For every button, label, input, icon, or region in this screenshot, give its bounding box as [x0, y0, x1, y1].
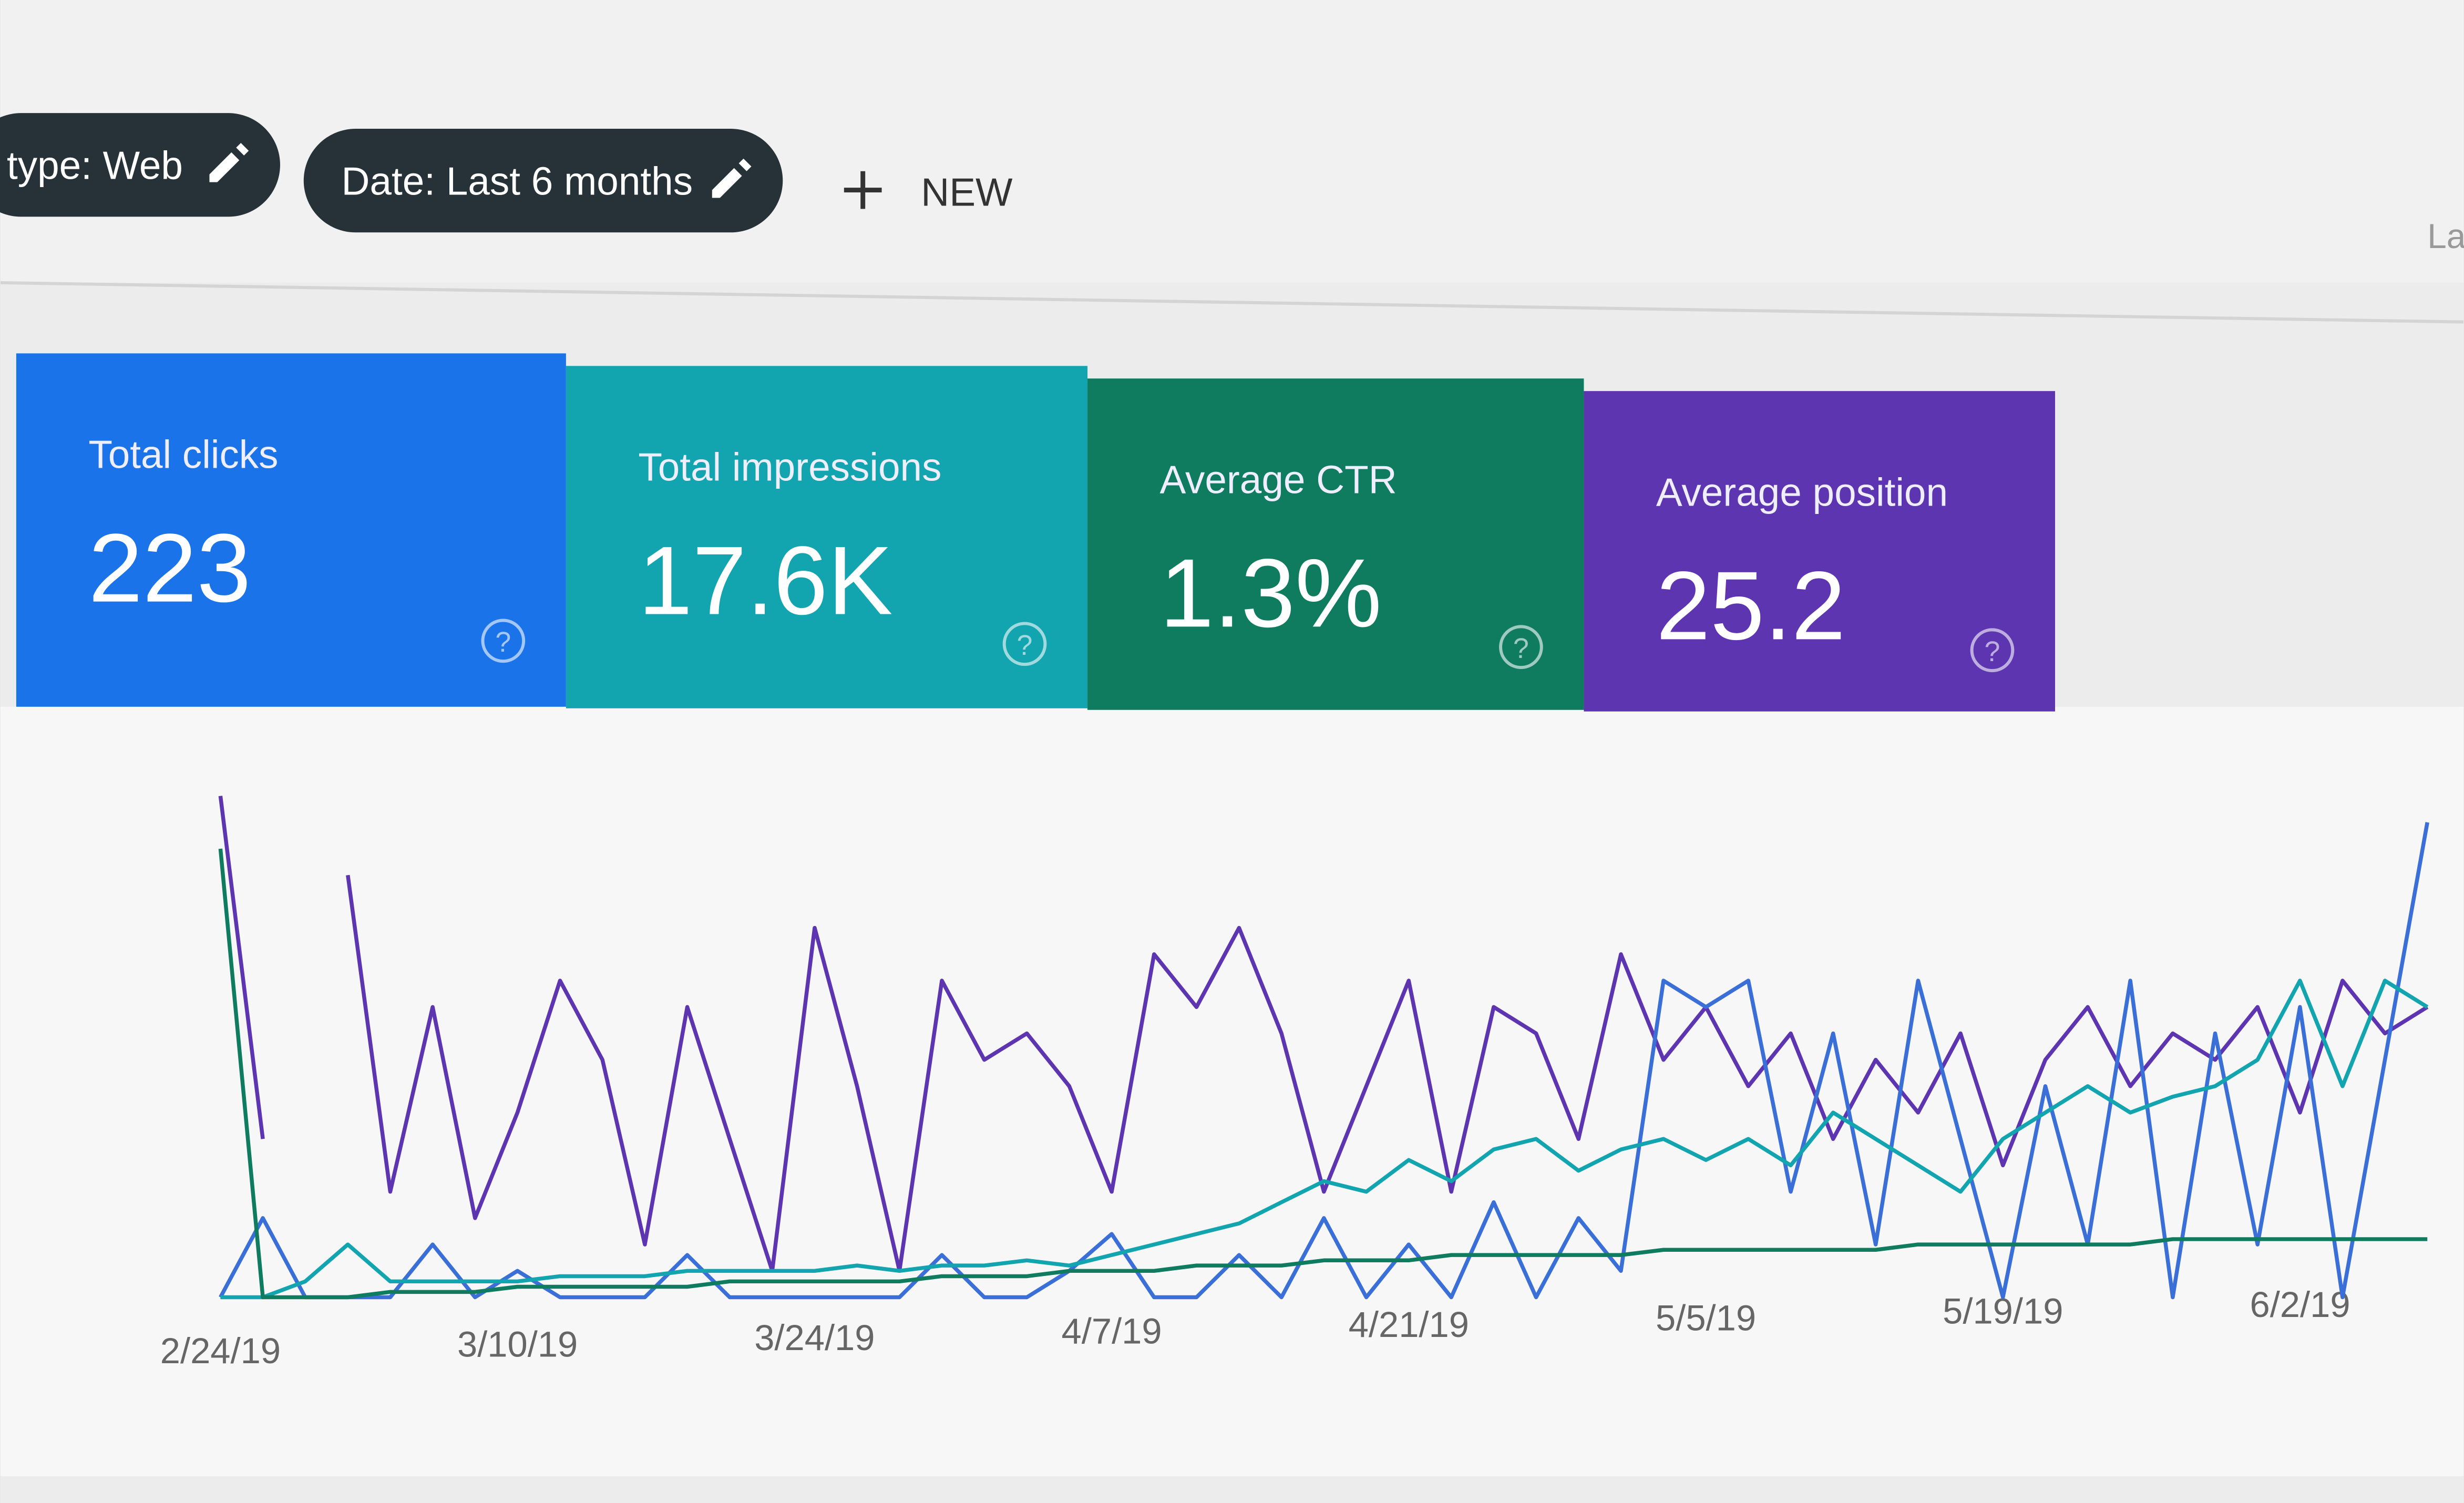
- chip-background: [0, 113, 280, 217]
- x-tick-label: 2/24/19: [160, 1331, 281, 1371]
- help-circle: [1970, 628, 2015, 673]
- x-tick-label: 3/10/19: [457, 1324, 578, 1364]
- cut-text: La: [2427, 217, 2464, 255]
- help-glyph: ?: [1513, 633, 1529, 664]
- x-tick-label: 4/21/19: [1349, 1304, 1469, 1345]
- new-label: NEW: [921, 170, 1013, 214]
- chart-panel: [1, 706, 2463, 1477]
- card-title: Average position: [1656, 470, 1948, 514]
- x-tick-label: 4/7/19: [1062, 1311, 1162, 1351]
- help-glyph: ?: [1017, 630, 1033, 661]
- edit-icon: [209, 142, 249, 182]
- help-circle: [481, 619, 526, 663]
- series-line: [220, 979, 2429, 1300]
- x-tick-label: 6/2/19: [2250, 1284, 2350, 1325]
- top-area: type: Web Date: Last 6 months NEW La: [0, 113, 2464, 255]
- chip-background: [303, 129, 783, 233]
- card-background: [16, 353, 566, 707]
- card-background: [1584, 391, 2055, 712]
- toolbar-divider: [0, 281, 2464, 324]
- card-title: Total impressions: [638, 445, 941, 489]
- help-circle: [1002, 622, 1047, 666]
- card-value: 17.6K: [638, 527, 892, 635]
- series-line: [218, 796, 2429, 1273]
- card-title: Average CTR: [1160, 457, 1397, 501]
- help-glyph: ?: [495, 626, 511, 658]
- card-background: [566, 366, 1088, 708]
- card-value: 1.3%: [1160, 539, 1382, 647]
- x-tick-label: 3/24/19: [754, 1317, 875, 1358]
- help-glyph: ?: [1984, 636, 2000, 667]
- chip-label: Date: Last 6 months: [342, 159, 693, 203]
- chip-label: type: Web: [7, 143, 183, 188]
- help-circle: [1499, 625, 1543, 670]
- card-value: 25.2: [1656, 551, 1846, 660]
- filter-chip[interactable]: Date: Last 6 months: [303, 129, 783, 233]
- edit-icon: [712, 158, 752, 198]
- plus-icon: [844, 171, 882, 209]
- series-line: [218, 848, 2428, 1300]
- chart: 2/24/19 3/10/19 3/24/19 4/7/19 4/21/19 5/5/19…: [160, 796, 2429, 1371]
- card-value: 223: [88, 514, 251, 623]
- new-button[interactable]: NEW: [844, 170, 1013, 214]
- series-line: [219, 822, 2429, 1300]
- metric-card[interactable]: Average CTR 1.3%?: [1087, 378, 1584, 710]
- x-tick-label: 5/5/19: [1656, 1298, 1756, 1338]
- metric-card[interactable]: Total impressions 17.6K?: [566, 366, 1088, 708]
- filter-chip[interactable]: type: Web: [0, 113, 280, 217]
- card-title: Total clicks: [88, 433, 278, 477]
- metric-card[interactable]: Average position 25.2?: [1584, 391, 2055, 712]
- metric-card[interactable]: Total clicks 223?: [16, 353, 566, 707]
